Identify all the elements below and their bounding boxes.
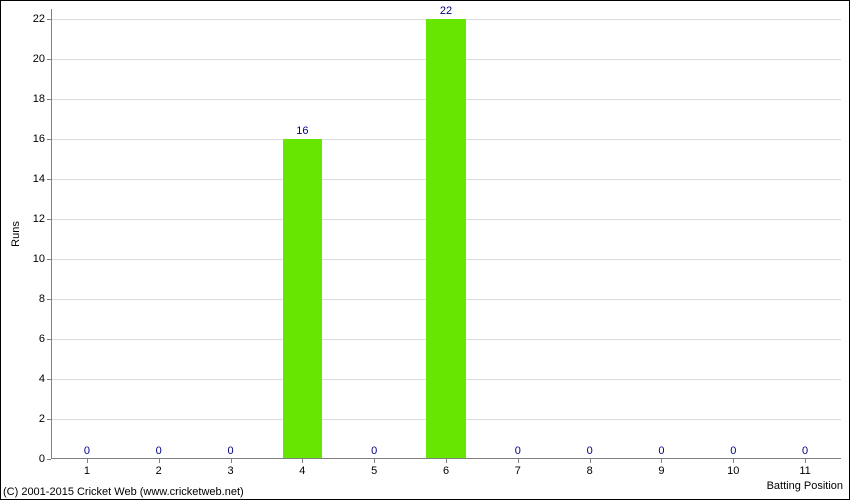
- y-axis-line: [51, 9, 52, 459]
- x-tick-mark: [733, 459, 734, 463]
- chart-container: 0001602200000 (C) 2001-2015 Cricket Web …: [0, 0, 850, 500]
- x-tick-label: 6: [443, 465, 449, 477]
- x-tick-label: 2: [156, 465, 162, 477]
- bar-value-label: 0: [84, 445, 90, 457]
- x-tick-mark: [518, 459, 519, 463]
- x-tick-label: 9: [658, 465, 664, 477]
- y-tick-label: 0: [15, 453, 45, 465]
- x-tick-mark: [159, 459, 160, 463]
- y-tick-label: 10: [15, 253, 45, 265]
- x-axis-title: Batting Position: [767, 480, 843, 492]
- x-tick-label: 4: [299, 465, 305, 477]
- y-tick-mark: [47, 179, 51, 180]
- y-tick-mark: [47, 419, 51, 420]
- bar-value-label: 0: [658, 445, 664, 457]
- bar: [283, 139, 323, 459]
- y-tick-label: 16: [15, 133, 45, 145]
- x-tick-mark: [302, 459, 303, 463]
- copyright-text: (C) 2001-2015 Cricket Web (www.cricketwe…: [3, 486, 244, 498]
- x-tick-label: 1: [84, 465, 90, 477]
- y-tick-mark: [47, 299, 51, 300]
- x-tick-mark: [590, 459, 591, 463]
- y-tick-mark: [47, 259, 51, 260]
- bar: [426, 19, 466, 459]
- y-tick-label: 6: [15, 333, 45, 345]
- x-tick-label: 10: [727, 465, 739, 477]
- y-tick-label: 22: [15, 13, 45, 25]
- y-tick-mark: [47, 379, 51, 380]
- bar-value-label: 0: [227, 445, 233, 457]
- y-tick-mark: [47, 59, 51, 60]
- x-tick-mark: [661, 459, 662, 463]
- x-tick-label: 8: [587, 465, 593, 477]
- bar-value-label: 0: [802, 445, 808, 457]
- x-tick-label: 5: [371, 465, 377, 477]
- y-tick-mark: [47, 139, 51, 140]
- y-tick-label: 18: [15, 93, 45, 105]
- x-tick-label: 11: [799, 465, 810, 477]
- bar-value-label: 0: [730, 445, 736, 457]
- y-tick-label: 8: [15, 293, 45, 305]
- y-tick-mark: [47, 219, 51, 220]
- y-tick-mark: [47, 339, 51, 340]
- y-tick-label: 20: [15, 53, 45, 65]
- bar-value-label: 0: [587, 445, 593, 457]
- x-tick-label: 3: [227, 465, 233, 477]
- bar-value-label: 22: [440, 5, 452, 17]
- bar-value-label: 0: [515, 445, 521, 457]
- bar-value-label: 16: [296, 125, 308, 137]
- x-tick-mark: [87, 459, 88, 463]
- x-tick-mark: [374, 459, 375, 463]
- bar-value-label: 0: [156, 445, 162, 457]
- bar-value-label: 0: [371, 445, 377, 457]
- y-axis-title: Runs: [10, 221, 22, 247]
- x-tick-mark: [446, 459, 447, 463]
- x-tick-mark: [231, 459, 232, 463]
- y-tick-mark: [47, 19, 51, 20]
- y-tick-mark: [47, 459, 51, 460]
- y-tick-mark: [47, 99, 51, 100]
- y-tick-label: 2: [15, 413, 45, 425]
- y-tick-label: 4: [15, 373, 45, 385]
- x-tick-mark: [805, 459, 806, 463]
- x-tick-label: 7: [515, 465, 521, 477]
- plot-area: 0001602200000: [51, 9, 841, 459]
- y-tick-label: 14: [15, 173, 45, 185]
